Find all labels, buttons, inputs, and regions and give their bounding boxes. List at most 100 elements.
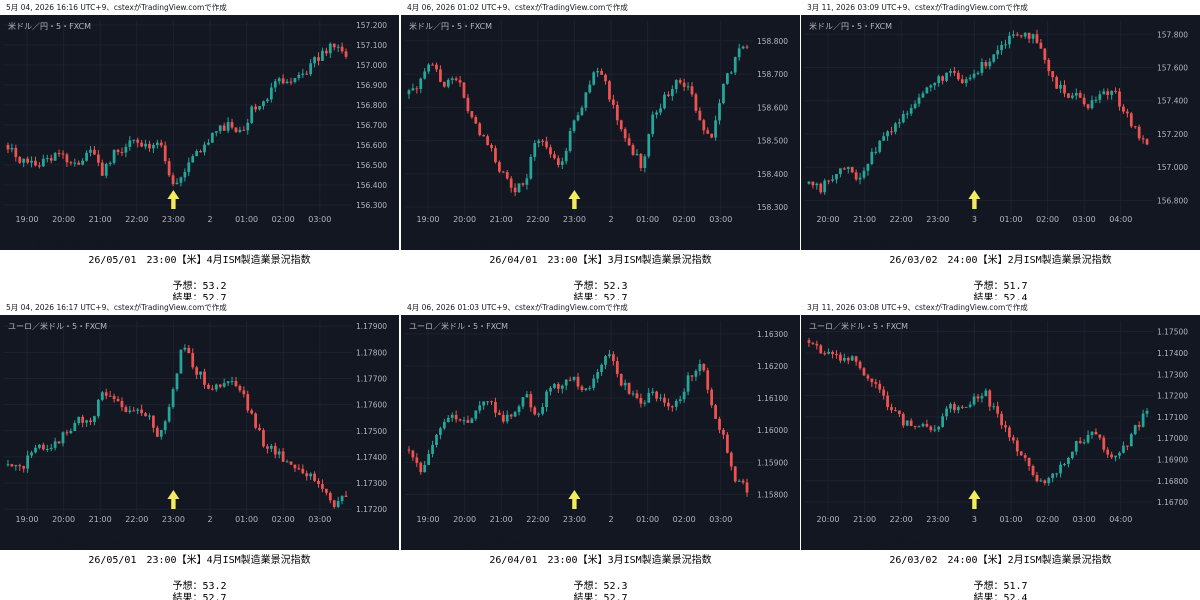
candle-body <box>890 407 893 411</box>
candle-body <box>710 133 714 138</box>
candle-body <box>807 340 811 343</box>
candle-body <box>1122 445 1125 453</box>
y-tick-label: 158.500 <box>757 137 788 146</box>
candle-body <box>454 414 458 420</box>
candle-body <box>549 387 552 392</box>
price-chart[interactable]: 20:00 21:00 22:00 23:00 3 01:00 02:00 03:00 04:0… <box>801 315 1200 550</box>
candle-body <box>34 160 37 166</box>
candle-body <box>293 464 297 469</box>
candle-body <box>553 384 556 388</box>
candle-body <box>439 428 442 435</box>
x-tick-label: 02:00 <box>673 215 696 224</box>
candle-body <box>163 421 167 431</box>
candle-body <box>866 375 870 379</box>
candle-body <box>894 123 897 132</box>
candle-body <box>525 394 529 398</box>
candle-body <box>529 394 533 408</box>
y-tick-label: 1.17700 <box>356 374 387 383</box>
price-chart[interactable]: 19:00 20:00 21:00 22:00 23:00 2 01:00 02:00 03:0… <box>0 315 399 550</box>
candle-body <box>615 104 619 121</box>
candle-body <box>960 79 964 84</box>
candle-body <box>148 415 151 417</box>
event-title: 26/05/01 23:00【米】4月ISM製造業景況指数 <box>88 255 311 266</box>
candle-body <box>73 423 77 431</box>
candle-body <box>933 429 937 431</box>
y-tick-label: 1.17000 <box>1157 434 1188 443</box>
candle-body <box>234 127 238 132</box>
candle-body <box>807 181 811 184</box>
candle-body <box>191 353 195 368</box>
y-tick-label: 1.17300 <box>1157 370 1188 379</box>
candle-body <box>1043 480 1047 484</box>
candle-body <box>655 112 658 115</box>
candle-body <box>525 178 529 185</box>
candle-body <box>972 396 976 405</box>
y-tick-label: 1.17500 <box>356 427 387 436</box>
x-tick-label: 3 <box>972 215 977 224</box>
tradingview-wordmark: TradingView <box>31 235 122 251</box>
candle-body <box>596 372 600 379</box>
creation-stamp: 5月 04, 2026 16:16 UTC+9、cstexがTradingVie… <box>0 0 399 16</box>
candle-body <box>976 396 980 399</box>
candle-body <box>1141 413 1145 427</box>
candle-body <box>576 115 580 121</box>
y-tick-label: 157.000 <box>356 61 387 70</box>
candle-body <box>811 342 815 344</box>
candle-body <box>568 131 572 151</box>
candle-body <box>529 156 533 179</box>
price-chart[interactable]: 19:00 20:00 21:00 22:00 23:00 2 01:00 02:00 03:0… <box>0 15 399 250</box>
price-chart[interactable]: 19:00 20:00 21:00 22:00 23:00 2 01:00 02:00 03:0… <box>401 315 800 550</box>
candle-body <box>136 409 140 411</box>
candle-body <box>289 461 293 465</box>
tradingview-logo-icon <box>808 238 828 249</box>
forecast-value: 予想：53.2 <box>172 581 227 592</box>
candle-body <box>6 464 10 466</box>
candle-body <box>262 430 265 447</box>
candlestick-plot: 19:00 20:00 21:00 22:00 23:00 2 01:00 02:00 03:0… <box>4 321 387 524</box>
candle-body <box>462 82 466 98</box>
candle-body <box>332 43 336 48</box>
candle-body <box>682 82 686 87</box>
candle-body <box>533 407 537 415</box>
candle-body <box>486 401 489 403</box>
event-caption: 26/04/01 23:00【米】3月ISM製造業景況指数 予想：52.3 結果… <box>401 550 800 600</box>
candle-body <box>462 420 466 422</box>
y-tick-label: 1.17300 <box>356 479 387 488</box>
candle-body <box>1110 90 1114 95</box>
candle-body <box>1031 465 1035 476</box>
price-chart[interactable]: 20:00 21:00 22:00 23:00 3 01:00 02:00 03:00 04:0… <box>801 15 1200 250</box>
candle-body <box>572 120 576 132</box>
y-tick-label: 156.800 <box>1157 196 1188 205</box>
candle-body <box>517 183 521 193</box>
candle-body <box>549 147 552 155</box>
candle-body <box>336 46 340 48</box>
candle-body <box>450 78 454 80</box>
price-chart[interactable]: 19:00 20:00 21:00 22:00 23:00 2 01:00 02:00 03:0… <box>401 15 800 250</box>
candle-body <box>1141 138 1145 140</box>
candle-body <box>842 168 846 170</box>
candle-body <box>1035 475 1039 482</box>
candle-body <box>698 110 702 121</box>
x-tick-label: 22:00 <box>890 215 913 224</box>
candle-body <box>439 69 442 82</box>
candle-body <box>1043 48 1047 60</box>
candle-body <box>325 488 328 493</box>
candle-body <box>984 62 988 67</box>
candle-body <box>608 354 611 357</box>
candle-body <box>26 158 29 163</box>
candle-body <box>945 72 948 81</box>
candle-body <box>128 410 132 413</box>
candle-body <box>148 143 151 149</box>
candle-body <box>155 142 159 146</box>
candle-body <box>706 130 710 134</box>
candle-body <box>195 151 199 157</box>
candle-body <box>1145 139 1149 145</box>
candle-body <box>533 143 537 157</box>
tradingview-logo: TradingView <box>7 536 121 551</box>
candle-body <box>521 397 525 407</box>
candle-body <box>639 153 643 168</box>
candle-body <box>474 117 478 124</box>
candle-body <box>929 426 933 431</box>
x-tick-label: 20:00 <box>453 515 476 524</box>
candle-body <box>332 500 336 507</box>
